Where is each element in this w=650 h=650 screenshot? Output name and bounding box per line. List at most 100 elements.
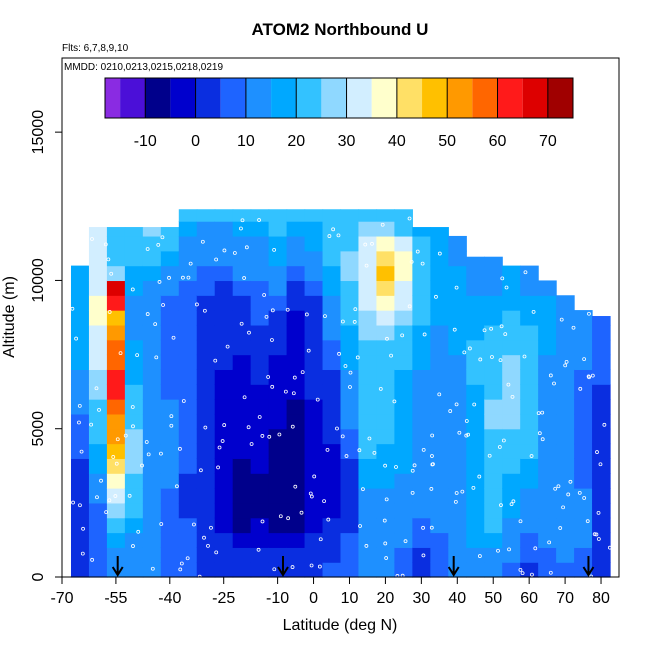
heatmap-cell [124,324,144,341]
y-tick-label: 15000 [30,110,47,155]
heatmap-cell [592,369,611,385]
heatmap-cell [232,488,252,504]
heatmap-cell [268,532,288,548]
heatmap-cell [520,473,539,489]
heatmap-cell [574,384,593,400]
heatmap-cell [502,547,521,563]
sample-dot [499,503,503,508]
sample-dot [214,257,219,262]
y-tick-label: 5000 [30,411,47,447]
sample-dot [594,532,599,537]
heatmap-cell [412,488,431,504]
heatmap-cell [520,384,539,400]
heatmap-cell [592,443,611,459]
heatmap-cell [394,295,413,311]
heatmap-cell [502,310,521,326]
heatmap-cell [214,280,234,296]
x-axis: -70 -55 -40 -25 -10 0 10 20 30 40 50 60 70 80 [50,576,619,607]
heatmap-cell [520,413,539,430]
heatmap-cell [250,235,270,252]
sample-dot [420,261,425,266]
sample-dot [367,436,372,441]
sample-dot [272,247,277,252]
heatmap-cell [412,517,431,534]
heatmap-cell [286,562,306,578]
x-tick-label: 70 [556,590,574,607]
heatmap-cell [448,473,467,489]
sample-dot [225,344,230,349]
heatmap-cell [106,310,126,326]
heatmap-cell [268,369,288,385]
heatmap-cell [88,532,108,548]
sample-dot [220,439,225,443]
heatmap-cell [232,532,252,548]
heatmap-cell [520,280,539,296]
heatmap-cell [232,280,252,296]
heatmap-cell [592,502,611,519]
heatmap-cell [106,443,126,459]
heatmap-cell [538,547,557,563]
sample-dot [123,433,128,438]
heatmap-cell [142,443,162,459]
heatmap-cell [394,280,413,296]
heatmap-cell [520,517,539,534]
sample-dot [490,355,494,359]
heatmap-cell [484,369,503,385]
heatmap-cell [214,458,234,474]
heatmap-cell [376,339,396,356]
sample-dot [222,248,227,253]
heatmap-cell [214,443,234,459]
colorbar-swatch [497,78,523,118]
heatmap-cell [592,488,611,504]
heatmap-cell [106,428,126,445]
sample-dot [497,445,502,449]
heatmap-cell [88,295,108,311]
heatmap-cell [394,310,413,326]
heatmap-cell [412,310,431,326]
heatmap-cell [484,428,503,445]
sample-dot [150,566,155,571]
heatmap-cell [196,384,216,400]
heatmap-cell [196,265,216,282]
y-axis: 0 5000 10000 15000 [30,110,62,581]
heatmap-cell [88,413,108,430]
heatmap-cell [214,399,234,415]
sample-dot [596,537,601,541]
heatmap-cell [520,369,539,385]
heatmap-cell [484,458,503,474]
sample-dot [412,463,417,468]
sample-dot [106,257,111,262]
heatmap-cell [322,547,342,563]
heatmap-cell [574,310,593,326]
sample-dot [370,241,374,246]
heatmap-cell [106,458,126,474]
sample-dot [109,271,114,276]
heatmap-cell [430,369,449,385]
heatmap-cell [358,354,378,370]
sample-dot [326,517,331,522]
sample-dot [159,522,164,526]
x-tick-label: -25 [212,590,235,607]
sample-dot [457,430,462,435]
heatmap-cell [70,384,90,400]
sample-dot [452,327,457,332]
heatmap-cell [268,473,288,489]
heatmap-cell [250,324,270,341]
heatmap-cell [412,458,431,474]
heatmap-cell [178,384,198,400]
heatmap-cell [286,473,306,489]
sample-dot [453,499,458,504]
sample-dot [378,387,383,391]
heatmap-cell [538,458,557,474]
heatmap-cell [520,324,539,341]
heatmap-cell [178,209,198,222]
heatmap-cell [394,369,413,385]
sample-dot [146,452,151,457]
heatmap-cell [286,324,306,341]
heatmap-cell [412,354,431,370]
heatmap-cell [124,265,144,282]
heatmap-cell [376,324,396,341]
heatmap-cell [286,532,306,548]
heatmap-cell [322,265,342,282]
x-tick-label: 60 [520,590,538,607]
